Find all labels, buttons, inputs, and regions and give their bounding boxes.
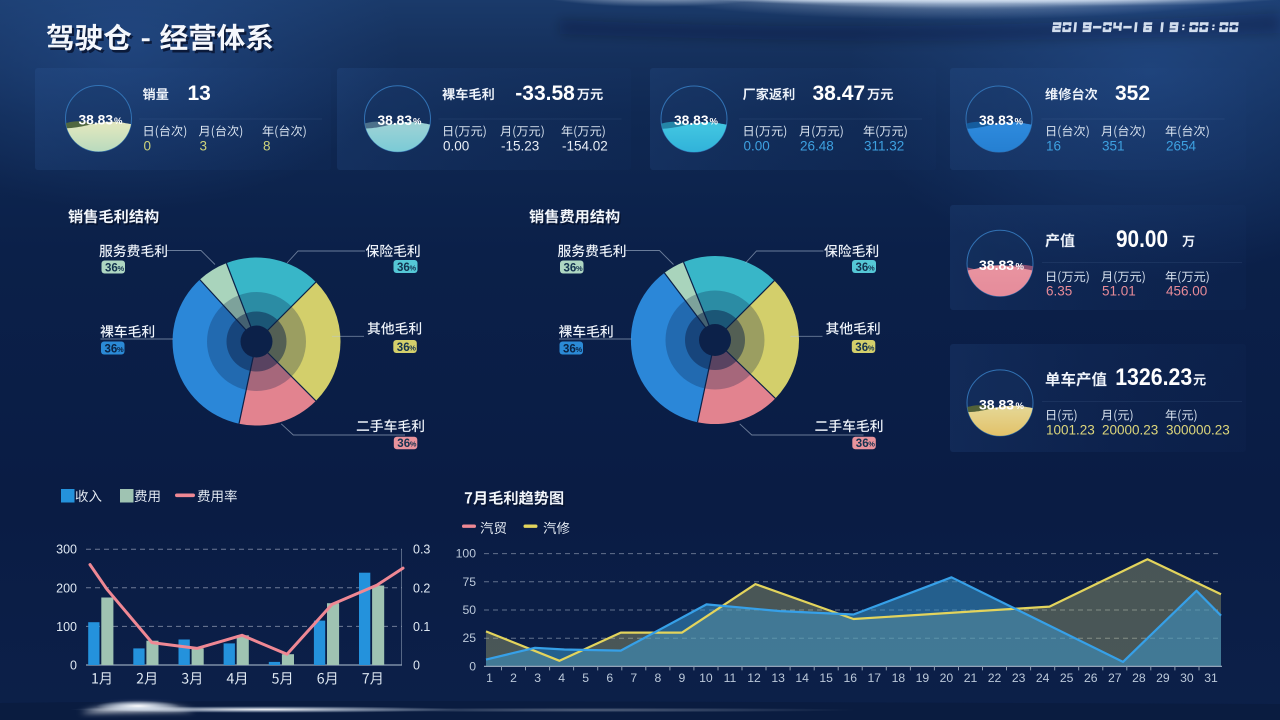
svg-text:11: 11 xyxy=(724,671,737,685)
svg-text:38.47: 38.47 xyxy=(813,82,866,105)
svg-text:9: 9 xyxy=(679,671,686,685)
svg-text:352: 352 xyxy=(1115,82,1150,105)
svg-text:0.3: 0.3 xyxy=(413,543,430,557)
svg-text:13: 13 xyxy=(188,82,211,105)
svg-text:16: 16 xyxy=(1046,139,1061,154)
svg-text:36: 36 xyxy=(397,262,410,274)
svg-text:30: 30 xyxy=(1180,671,1194,685)
svg-text:%: % xyxy=(410,264,417,273)
svg-text:%: % xyxy=(1016,401,1025,412)
svg-text:%: % xyxy=(710,117,719,128)
svg-text:15: 15 xyxy=(819,671,833,685)
svg-text:6.35: 6.35 xyxy=(1046,284,1072,299)
svg-text:38.83: 38.83 xyxy=(979,396,1014,412)
svg-text:%: % xyxy=(117,345,124,354)
svg-text:50: 50 xyxy=(462,603,476,617)
svg-text:0.00: 0.00 xyxy=(744,139,770,154)
svg-text:26: 26 xyxy=(1084,671,1098,685)
svg-text:38.83: 38.83 xyxy=(79,113,114,128)
svg-text:8: 8 xyxy=(654,671,661,685)
svg-text:20: 20 xyxy=(940,671,954,685)
svg-text:38.83: 38.83 xyxy=(378,113,413,128)
svg-text:2: 2 xyxy=(510,671,517,685)
svg-text:13: 13 xyxy=(771,671,785,685)
svg-text:20000.23: 20000.23 xyxy=(1102,423,1158,438)
svg-text:6: 6 xyxy=(606,671,613,685)
svg-text:16: 16 xyxy=(843,671,857,685)
svg-text:%: % xyxy=(410,440,417,449)
svg-text:22: 22 xyxy=(988,671,1002,685)
svg-text:75: 75 xyxy=(462,575,476,589)
svg-text:14: 14 xyxy=(795,671,809,685)
svg-text:1001.23: 1001.23 xyxy=(1046,423,1095,438)
svg-text:38.83: 38.83 xyxy=(979,257,1014,273)
svg-text:27: 27 xyxy=(1108,671,1122,685)
svg-text:24: 24 xyxy=(1036,671,1050,685)
svg-text:12: 12 xyxy=(747,671,761,685)
svg-text:-33.58: -33.58 xyxy=(515,82,575,105)
svg-text:38.83: 38.83 xyxy=(674,113,709,128)
svg-text:17: 17 xyxy=(868,671,882,685)
svg-text:23: 23 xyxy=(1012,671,1026,685)
svg-text:300000.23: 300000.23 xyxy=(1166,423,1230,438)
svg-text:25: 25 xyxy=(462,631,476,645)
svg-text:38.83: 38.83 xyxy=(979,113,1014,128)
svg-text:8: 8 xyxy=(263,139,271,154)
svg-text:4: 4 xyxy=(558,671,565,685)
svg-text:%: % xyxy=(413,117,422,128)
svg-text:3: 3 xyxy=(534,671,541,685)
svg-text:200: 200 xyxy=(56,581,77,595)
svg-text:%: % xyxy=(1016,262,1025,273)
svg-text:18: 18 xyxy=(892,671,906,685)
svg-text:7: 7 xyxy=(630,671,637,685)
svg-text:100: 100 xyxy=(456,547,477,561)
svg-text:36: 36 xyxy=(397,438,410,450)
svg-text:36: 36 xyxy=(105,343,118,355)
svg-text:100: 100 xyxy=(56,620,77,634)
svg-text:300: 300 xyxy=(56,543,77,557)
svg-text:0.2: 0.2 xyxy=(413,581,430,595)
svg-text:10: 10 xyxy=(699,671,713,685)
svg-text:29: 29 xyxy=(1156,671,1170,685)
svg-text:5: 5 xyxy=(582,671,589,685)
svg-text:3: 3 xyxy=(200,139,208,154)
svg-text:25: 25 xyxy=(1060,671,1074,685)
svg-text:0.00: 0.00 xyxy=(443,139,469,154)
svg-text:19: 19 xyxy=(916,671,930,685)
svg-text:36: 36 xyxy=(105,262,118,274)
svg-text:%: % xyxy=(118,264,125,273)
svg-text:90.00: 90.00 xyxy=(1116,226,1168,253)
svg-text:0: 0 xyxy=(70,659,77,673)
svg-text:0.1: 0.1 xyxy=(413,620,430,634)
svg-text:-154.02: -154.02 xyxy=(562,139,608,154)
svg-text:31: 31 xyxy=(1204,671,1218,685)
svg-text:0: 0 xyxy=(144,139,152,154)
svg-text:351: 351 xyxy=(1102,139,1125,154)
svg-text:2654: 2654 xyxy=(1166,139,1197,154)
svg-text:26.48: 26.48 xyxy=(800,139,834,154)
svg-text:%: % xyxy=(409,344,416,353)
svg-text:456.00: 456.00 xyxy=(1166,284,1207,299)
svg-text:36: 36 xyxy=(397,342,410,354)
svg-text:-15.23: -15.23 xyxy=(501,139,539,154)
svg-text:1326.23: 1326.23 xyxy=(1115,364,1192,391)
svg-text:28: 28 xyxy=(1132,671,1146,685)
svg-text:0: 0 xyxy=(469,659,476,673)
svg-text:311.32: 311.32 xyxy=(864,139,904,154)
svg-text:1: 1 xyxy=(486,671,493,685)
svg-text:21: 21 xyxy=(964,671,978,685)
svg-text:%: % xyxy=(114,116,123,127)
svg-text:51.01: 51.01 xyxy=(1102,284,1136,299)
svg-text:%: % xyxy=(1015,117,1024,128)
svg-text:0: 0 xyxy=(413,659,420,673)
